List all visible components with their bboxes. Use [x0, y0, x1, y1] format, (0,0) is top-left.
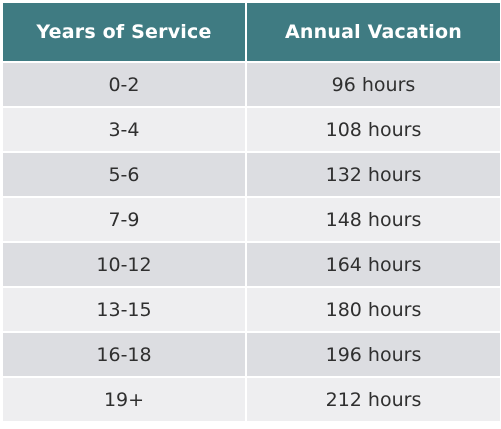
- vacation-hours-cell: 108 hours: [247, 108, 500, 151]
- vacation-hours-cell: 148 hours: [247, 198, 500, 241]
- years-cell: 7-9: [3, 198, 245, 241]
- annual-vacation-header: Annual Vacation: [247, 3, 500, 61]
- vacation-hours-cell: 212 hours: [247, 378, 500, 421]
- table-row: 5-6 132 hours: [3, 153, 500, 196]
- vacation-hours-cell: 196 hours: [247, 333, 500, 376]
- table-row: 10-12 164 hours: [3, 243, 500, 286]
- years-cell: 3-4: [3, 108, 245, 151]
- vacation-hours-cell: 132 hours: [247, 153, 500, 196]
- years-of-service-header: Years of Service: [3, 3, 245, 61]
- table-row: 7-9 148 hours: [3, 198, 500, 241]
- table-row: 0-2 96 hours: [3, 63, 500, 106]
- vacation-hours-cell: 180 hours: [247, 288, 500, 331]
- years-cell: 16-18: [3, 333, 245, 376]
- years-cell: 5-6: [3, 153, 245, 196]
- years-cell: 0-2: [3, 63, 245, 106]
- years-cell: 13-15: [3, 288, 245, 331]
- table-row: 13-15 180 hours: [3, 288, 500, 331]
- vacation-hours-cell: 164 hours: [247, 243, 500, 286]
- years-cell: 10-12: [3, 243, 245, 286]
- years-cell: 19+: [3, 378, 245, 421]
- table-row: 19+ 212 hours: [3, 378, 500, 421]
- vacation-hours-cell: 96 hours: [247, 63, 500, 106]
- table-row: 16-18 196 hours: [3, 333, 500, 376]
- table-row: 3-4 108 hours: [3, 108, 500, 151]
- table-header-row: Years of Service Annual Vacation: [3, 3, 500, 61]
